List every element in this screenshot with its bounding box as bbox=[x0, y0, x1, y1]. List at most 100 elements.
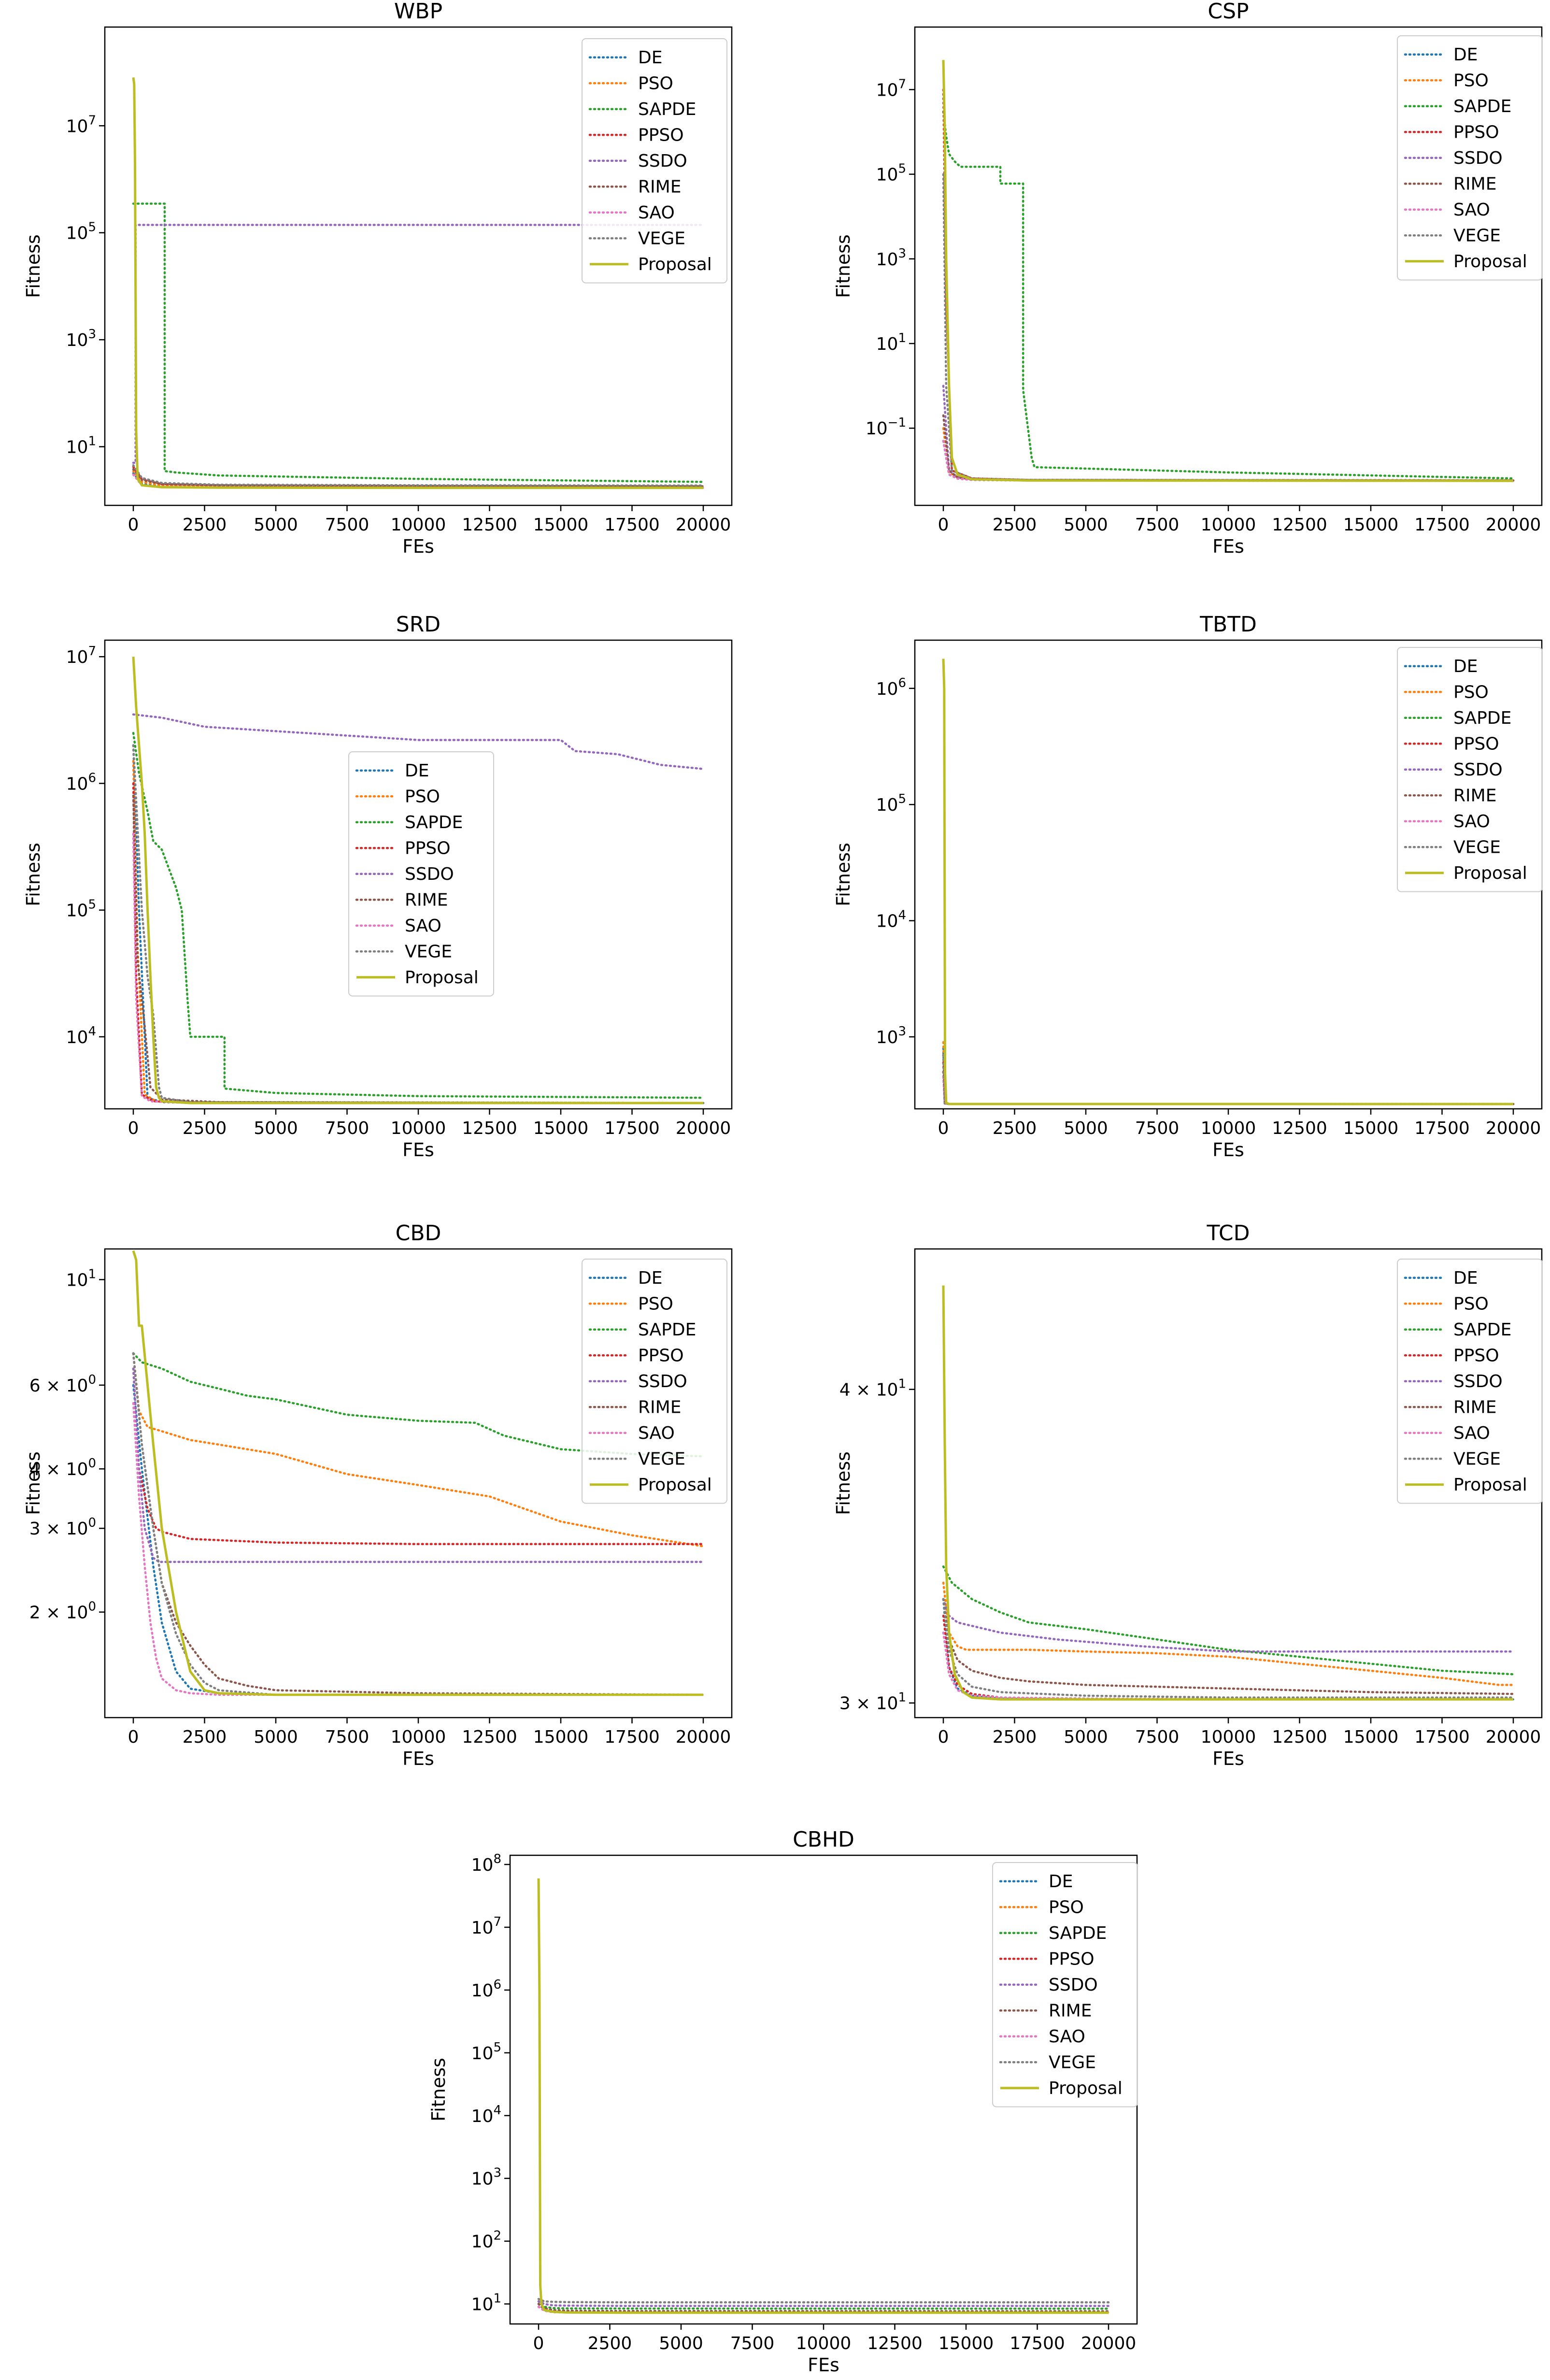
y-axis-label: Fitness bbox=[833, 1451, 854, 1515]
legend: DE PSO SAPDE PPSO SSDO RIME SAO VEGE Proposal bbox=[992, 1862, 1138, 2108]
x-tick-label: 12500 bbox=[1272, 1727, 1327, 1747]
series-line-pso bbox=[132, 1352, 705, 1548]
x-tick-label: 15000 bbox=[533, 515, 589, 535]
legend-label: RIME bbox=[1453, 1397, 1496, 1417]
x-tick-label: 17500 bbox=[1414, 1118, 1470, 1138]
legend-box bbox=[992, 1862, 1138, 2108]
legend-box bbox=[1397, 1259, 1543, 1504]
series-line-vege bbox=[132, 744, 705, 1104]
series-line-vege bbox=[942, 1598, 1515, 1699]
legend-label: DE bbox=[638, 48, 662, 68]
x-tick-label: 17500 bbox=[604, 515, 660, 535]
legend-box bbox=[1397, 647, 1543, 892]
legend-label: PPSO bbox=[1453, 122, 1499, 142]
chart-wbp: WBP 0 2500 5000 7500 10000 12500 15000 17500 2000… bbox=[23, 0, 733, 557]
series-line-proposal bbox=[942, 60, 1514, 482]
y-tick-label: 3 × 100 bbox=[29, 1516, 96, 1539]
x-tick-label: 20000 bbox=[1081, 2334, 1137, 2353]
legend-label: VEGE bbox=[1453, 226, 1501, 245]
x-tick-label: 2500 bbox=[183, 1118, 227, 1138]
series-line-ssdo bbox=[942, 1071, 1515, 1105]
y-tick-label: 104 bbox=[471, 2103, 501, 2126]
legend-label: SAPDE bbox=[405, 813, 463, 832]
x-tick-label: 20000 bbox=[676, 1118, 731, 1138]
legend-label: SSDO bbox=[1049, 1975, 1098, 1995]
x-tick-label: 0 bbox=[938, 1118, 949, 1138]
y-tick-label: 6 × 100 bbox=[29, 1373, 96, 1396]
legend-label: VEGE bbox=[1453, 837, 1501, 857]
x-tick-label: 12500 bbox=[1272, 1118, 1327, 1138]
series-line-ssdo bbox=[942, 1598, 1515, 1653]
y-axis-label: Fitness bbox=[833, 234, 854, 298]
series-line-proposal bbox=[132, 657, 703, 1104]
series-group bbox=[132, 1250, 705, 1696]
series-group bbox=[942, 60, 1515, 482]
legend: DE PSO SAPDE PPSO SSDO RIME SAO VEGE Proposal bbox=[348, 751, 494, 997]
series-line-ppso bbox=[942, 1061, 1515, 1105]
chart-title: CBHD bbox=[793, 1827, 854, 1852]
legend-label: SAPDE bbox=[638, 1320, 696, 1340]
series-line-rime bbox=[942, 1071, 1515, 1105]
legend-label: PSO bbox=[638, 73, 673, 93]
x-tick-label: 20000 bbox=[676, 515, 731, 535]
legend-label: Proposal bbox=[1049, 2079, 1123, 2098]
y-tick-label: 101 bbox=[66, 434, 96, 458]
x-tick-label: 17500 bbox=[1010, 2334, 1065, 2353]
y-tick-label: 102 bbox=[471, 2229, 501, 2252]
series-line-ssdo bbox=[942, 385, 1515, 482]
y-tick-label: 103 bbox=[876, 246, 906, 270]
chart-title: TCD bbox=[1207, 1221, 1250, 1246]
legend-label: SAO bbox=[1049, 2027, 1085, 2047]
x-axis-label: FEs bbox=[1212, 536, 1244, 557]
series-line-rime bbox=[132, 468, 705, 487]
series-line-vege bbox=[132, 464, 705, 487]
legend-label: Proposal bbox=[1453, 863, 1527, 883]
legend-label: VEGE bbox=[405, 942, 452, 961]
y-tick-label: 105 bbox=[876, 162, 906, 185]
legend-label: SSDO bbox=[1453, 760, 1503, 780]
legend-label: SSDO bbox=[638, 151, 687, 171]
legend-label: DE bbox=[1453, 45, 1478, 65]
x-axis-label: FEs bbox=[808, 2354, 839, 2376]
x-tick-label: 5000 bbox=[1064, 515, 1108, 535]
x-axis-label: FEs bbox=[402, 1139, 434, 1161]
x-tick-label: 5000 bbox=[1064, 1727, 1108, 1747]
x-tick-label: 15000 bbox=[939, 2334, 994, 2353]
y-tick-label: 10−1 bbox=[866, 416, 906, 439]
y-tick-label: 104 bbox=[876, 908, 906, 932]
legend-label: SAO bbox=[405, 916, 441, 936]
legend: DE PSO SAPDE PPSO SSDO RIME SAO VEGE Proposal bbox=[1397, 647, 1543, 892]
series-group bbox=[537, 1878, 1110, 2314]
x-tick-label: 20000 bbox=[676, 1727, 731, 1747]
legend-label: SSDO bbox=[638, 1372, 687, 1391]
y-tick-label: 2 × 100 bbox=[29, 1600, 96, 1623]
series-line-ssdo bbox=[132, 713, 705, 770]
x-tick-label: 5000 bbox=[254, 1118, 298, 1138]
chart-title: SRD bbox=[396, 612, 441, 637]
x-tick-label: 7500 bbox=[1135, 1727, 1180, 1747]
y-tick-label: 105 bbox=[66, 898, 96, 921]
series-line-sapde bbox=[942, 110, 1515, 480]
chart-title: CBD bbox=[396, 1221, 441, 1246]
x-tick-label: 17500 bbox=[604, 1727, 660, 1747]
x-tick-label: 7500 bbox=[325, 1727, 370, 1747]
legend-label: SAO bbox=[638, 1423, 675, 1443]
x-tick-label: 15000 bbox=[1343, 515, 1399, 535]
x-tick-label: 0 bbox=[938, 1727, 949, 1747]
legend-label: PSO bbox=[1453, 1294, 1489, 1314]
x-tick-label: 2500 bbox=[993, 1118, 1037, 1138]
x-tick-label: 15000 bbox=[533, 1118, 589, 1138]
legend-label: PPSO bbox=[1453, 734, 1499, 754]
series-line-proposal bbox=[942, 1285, 1513, 1701]
series-line-ssdo bbox=[132, 1367, 705, 1563]
series-line-pso bbox=[942, 1581, 1515, 1686]
legend-label: DE bbox=[638, 1268, 662, 1288]
legend-box bbox=[348, 751, 494, 997]
x-tick-label: 10000 bbox=[1201, 1727, 1256, 1747]
legend-label: DE bbox=[1453, 1268, 1478, 1288]
y-tick-label: 101 bbox=[876, 331, 906, 354]
legend-label: RIME bbox=[638, 1397, 681, 1417]
legend-label: Proposal bbox=[405, 968, 479, 988]
y-tick-label: 3 × 101 bbox=[839, 1691, 906, 1714]
y-tick-label: 103 bbox=[66, 327, 96, 350]
